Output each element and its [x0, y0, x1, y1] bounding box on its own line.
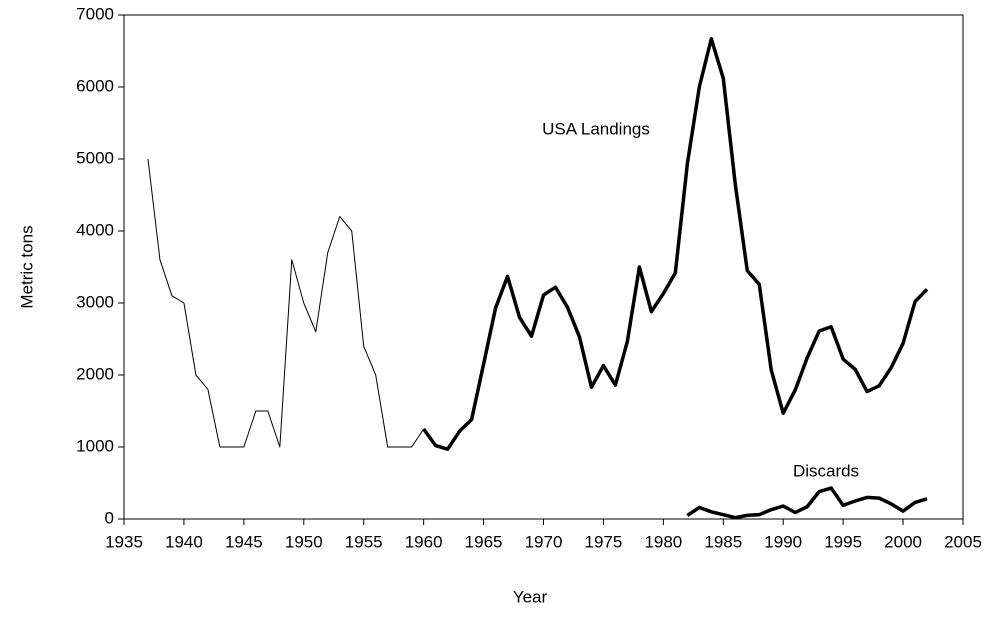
x-tick-label: 1990 — [764, 532, 802, 551]
y-tick-label: 0 — [105, 508, 114, 527]
line — [147, 158, 425, 448]
x-tick-label: 2005 — [944, 532, 982, 551]
x-tick-label: 1965 — [465, 532, 503, 551]
x-tick-label: 1940 — [165, 532, 203, 551]
x-tick-label: 1960 — [405, 532, 443, 551]
x-tick-label: 1950 — [285, 532, 323, 551]
x-tick-label: 1970 — [525, 532, 563, 551]
x-tick-label: 1995 — [824, 532, 862, 551]
x-tick-label: 1985 — [704, 532, 742, 551]
x-tick-label: 1935 — [105, 532, 143, 551]
series-label: Discards — [793, 461, 859, 480]
line — [686, 486, 928, 520]
line — [422, 37, 929, 451]
x-tick-label: 1980 — [644, 532, 682, 551]
y-tick-label: 6000 — [76, 76, 114, 95]
x-tick-label: 2000 — [884, 532, 922, 551]
y-tick-label: 3000 — [76, 292, 114, 311]
plot-frame — [123, 14, 964, 520]
series-label: USA Landings — [542, 119, 650, 138]
y-tick-label: 7000 — [76, 4, 114, 23]
y-tick-label: 4000 — [76, 220, 114, 239]
y-axis-title: Metric tons — [17, 225, 36, 308]
y-tick-label: 5000 — [76, 148, 114, 167]
y-tick-label: 2000 — [76, 364, 114, 383]
x-tick-label: 1975 — [585, 532, 623, 551]
y-tick-label: 1000 — [76, 436, 114, 455]
x-axis-title: Year — [513, 587, 548, 606]
x-tick-label: 1955 — [345, 532, 383, 551]
x-tick-label: 1945 — [225, 532, 263, 551]
